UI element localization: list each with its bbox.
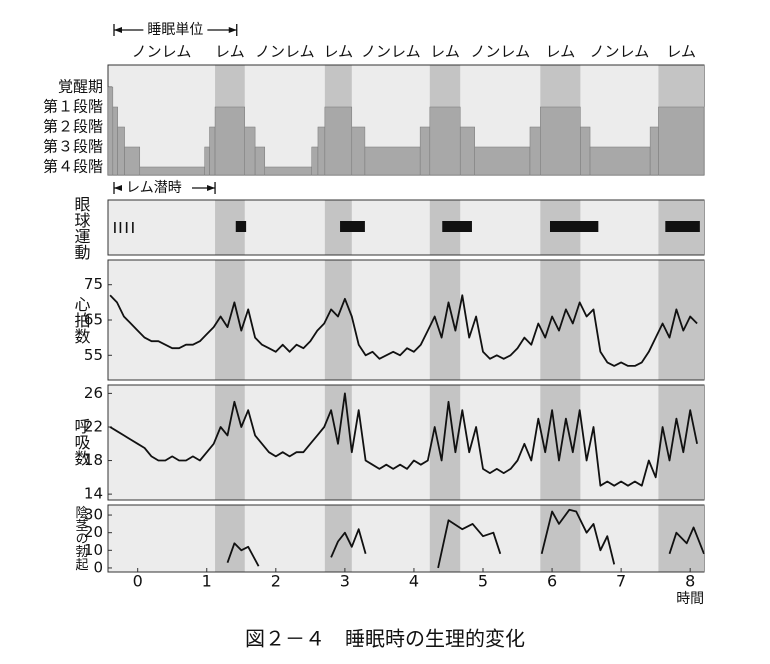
y-tick-label: 20 bbox=[84, 523, 103, 541]
stage-step bbox=[139, 166, 205, 176]
phase-label: レム bbox=[666, 43, 696, 61]
x-tick-label: 3 bbox=[340, 572, 350, 591]
cycle-arrow-head bbox=[228, 27, 237, 33]
stage-step bbox=[324, 106, 353, 176]
panel bbox=[107, 384, 705, 501]
x-tick-label: 2 bbox=[271, 572, 281, 591]
cycle-label: 睡眠単位 bbox=[147, 22, 203, 38]
y-tick-label: 10 bbox=[84, 541, 103, 559]
phase-label: ノンレム bbox=[132, 43, 192, 61]
eye-movement-burst bbox=[442, 221, 472, 232]
x-axis-label: 時間 bbox=[676, 591, 704, 607]
y-tick-label: 30 bbox=[84, 506, 103, 524]
stage-step bbox=[429, 106, 461, 176]
y-tick-label: 覚醒期 bbox=[58, 78, 103, 96]
panel bbox=[107, 199, 705, 256]
y-axis-label: 呼吸数 bbox=[72, 418, 91, 466]
stage-step bbox=[264, 166, 312, 176]
stage-step bbox=[529, 126, 541, 176]
eye-movement-burst bbox=[549, 221, 599, 232]
y-tick-label: 75 bbox=[84, 275, 103, 293]
y-tick-label: 18 bbox=[84, 451, 103, 469]
x-tick-label: 8 bbox=[685, 572, 695, 591]
stage-step bbox=[204, 146, 210, 176]
stage-step bbox=[311, 146, 319, 176]
data-line bbox=[226, 508, 705, 569]
stage-step bbox=[117, 126, 125, 176]
rem-band bbox=[324, 260, 352, 380]
rem-band bbox=[215, 385, 245, 500]
stage-step bbox=[317, 126, 326, 176]
rem-band bbox=[429, 385, 461, 500]
stage-step bbox=[351, 126, 366, 176]
y-tick-label: 22 bbox=[84, 417, 103, 435]
stage-step bbox=[112, 106, 118, 176]
x-tick-label: 4 bbox=[409, 572, 419, 591]
data-line bbox=[109, 294, 698, 367]
y-tick-label: 第４段階 bbox=[43, 158, 103, 176]
stage-step bbox=[658, 106, 705, 176]
stage-step bbox=[254, 146, 266, 176]
y-axis-label: 眼球運動 bbox=[72, 196, 91, 261]
phase-label: レム bbox=[323, 43, 353, 61]
phase-label: ノンレム bbox=[255, 43, 315, 61]
stage-step bbox=[209, 126, 216, 176]
stage-step bbox=[419, 126, 431, 176]
stage-step bbox=[244, 126, 256, 176]
stage-step bbox=[649, 126, 659, 176]
y-axis-label: 陰茎の勃起 bbox=[73, 506, 89, 572]
phase-label: レム bbox=[430, 43, 460, 61]
stage-step bbox=[214, 106, 245, 176]
stage-step bbox=[580, 126, 591, 176]
y-axis-label: 心拍数 bbox=[72, 296, 91, 344]
x-tick-label: 0 bbox=[133, 572, 143, 591]
stage-step bbox=[589, 146, 651, 176]
y-tick-label: 14 bbox=[84, 485, 103, 503]
panel bbox=[107, 504, 705, 573]
y-tick-label: 55 bbox=[84, 346, 103, 364]
y-tick-label: 第２段階 bbox=[43, 118, 103, 136]
x-tick-label: 6 bbox=[547, 572, 557, 591]
phase-label: レム bbox=[215, 43, 245, 61]
phase-label: レム bbox=[546, 43, 576, 61]
stage-step bbox=[540, 106, 581, 176]
latency-arrow-head bbox=[114, 185, 122, 191]
y-tick-label: 0 bbox=[93, 558, 103, 576]
x-tick-label: 7 bbox=[616, 572, 626, 591]
stage-step bbox=[474, 146, 531, 176]
rem-band bbox=[658, 260, 704, 380]
rem-latency-label: レム潜時 bbox=[126, 180, 182, 196]
rem-band bbox=[215, 505, 245, 572]
phase-label: ノンレム bbox=[361, 43, 421, 61]
phase-label: ノンレム bbox=[590, 43, 650, 61]
y-tick-label: 第１段階 bbox=[43, 98, 103, 116]
eye-movement-burst bbox=[340, 221, 365, 232]
eye-movement-burst bbox=[235, 221, 247, 232]
panel bbox=[107, 259, 705, 381]
y-tick-label: 第３段階 bbox=[43, 138, 103, 156]
x-tick-label: 1 bbox=[202, 572, 212, 591]
y-tick-label: 65 bbox=[84, 311, 103, 329]
x-tick-label: 5 bbox=[478, 572, 488, 591]
eye-movement-burst bbox=[665, 221, 700, 232]
phase-label: ノンレム bbox=[470, 43, 530, 61]
stage-step bbox=[364, 146, 421, 176]
cycle-arrow-head bbox=[114, 27, 122, 33]
rem-band bbox=[540, 505, 581, 572]
stage-step bbox=[124, 146, 141, 176]
stage-step bbox=[107, 86, 114, 176]
latency-arrow-head bbox=[207, 185, 216, 191]
stage-step bbox=[459, 126, 475, 176]
data-line bbox=[109, 392, 698, 487]
y-tick-label: 26 bbox=[84, 384, 103, 402]
caption: 図２－４ 睡眠時の生理的変化 bbox=[245, 627, 525, 651]
